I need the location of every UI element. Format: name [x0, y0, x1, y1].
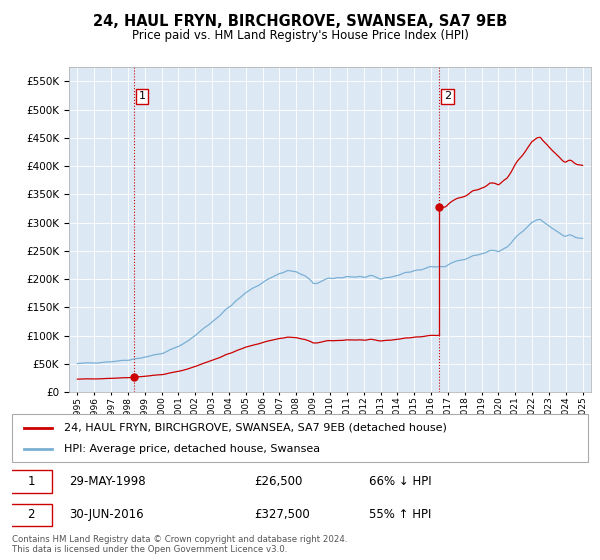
Text: HPI: Average price, detached house, Swansea: HPI: Average price, detached house, Swan… — [64, 444, 320, 454]
Text: Contains HM Land Registry data © Crown copyright and database right 2024.
This d: Contains HM Land Registry data © Crown c… — [12, 535, 347, 554]
Text: 29-MAY-1998: 29-MAY-1998 — [70, 475, 146, 488]
Text: 66% ↓ HPI: 66% ↓ HPI — [369, 475, 432, 488]
Text: 1: 1 — [139, 91, 146, 101]
Text: 55% ↑ HPI: 55% ↑ HPI — [369, 508, 431, 521]
Text: 30-JUN-2016: 30-JUN-2016 — [70, 508, 144, 521]
Text: 2: 2 — [27, 508, 35, 521]
FancyBboxPatch shape — [9, 503, 52, 526]
Text: 24, HAUL FRYN, BIRCHGROVE, SWANSEA, SA7 9EB: 24, HAUL FRYN, BIRCHGROVE, SWANSEA, SA7 … — [93, 14, 507, 29]
FancyBboxPatch shape — [12, 414, 588, 462]
Text: £327,500: £327,500 — [254, 508, 310, 521]
FancyBboxPatch shape — [9, 470, 52, 493]
Text: 2: 2 — [443, 91, 451, 101]
Text: Price paid vs. HM Land Registry's House Price Index (HPI): Price paid vs. HM Land Registry's House … — [131, 29, 469, 42]
Text: 24, HAUL FRYN, BIRCHGROVE, SWANSEA, SA7 9EB (detached house): 24, HAUL FRYN, BIRCHGROVE, SWANSEA, SA7 … — [64, 423, 447, 433]
Text: £26,500: £26,500 — [254, 475, 302, 488]
Text: 1: 1 — [27, 475, 35, 488]
